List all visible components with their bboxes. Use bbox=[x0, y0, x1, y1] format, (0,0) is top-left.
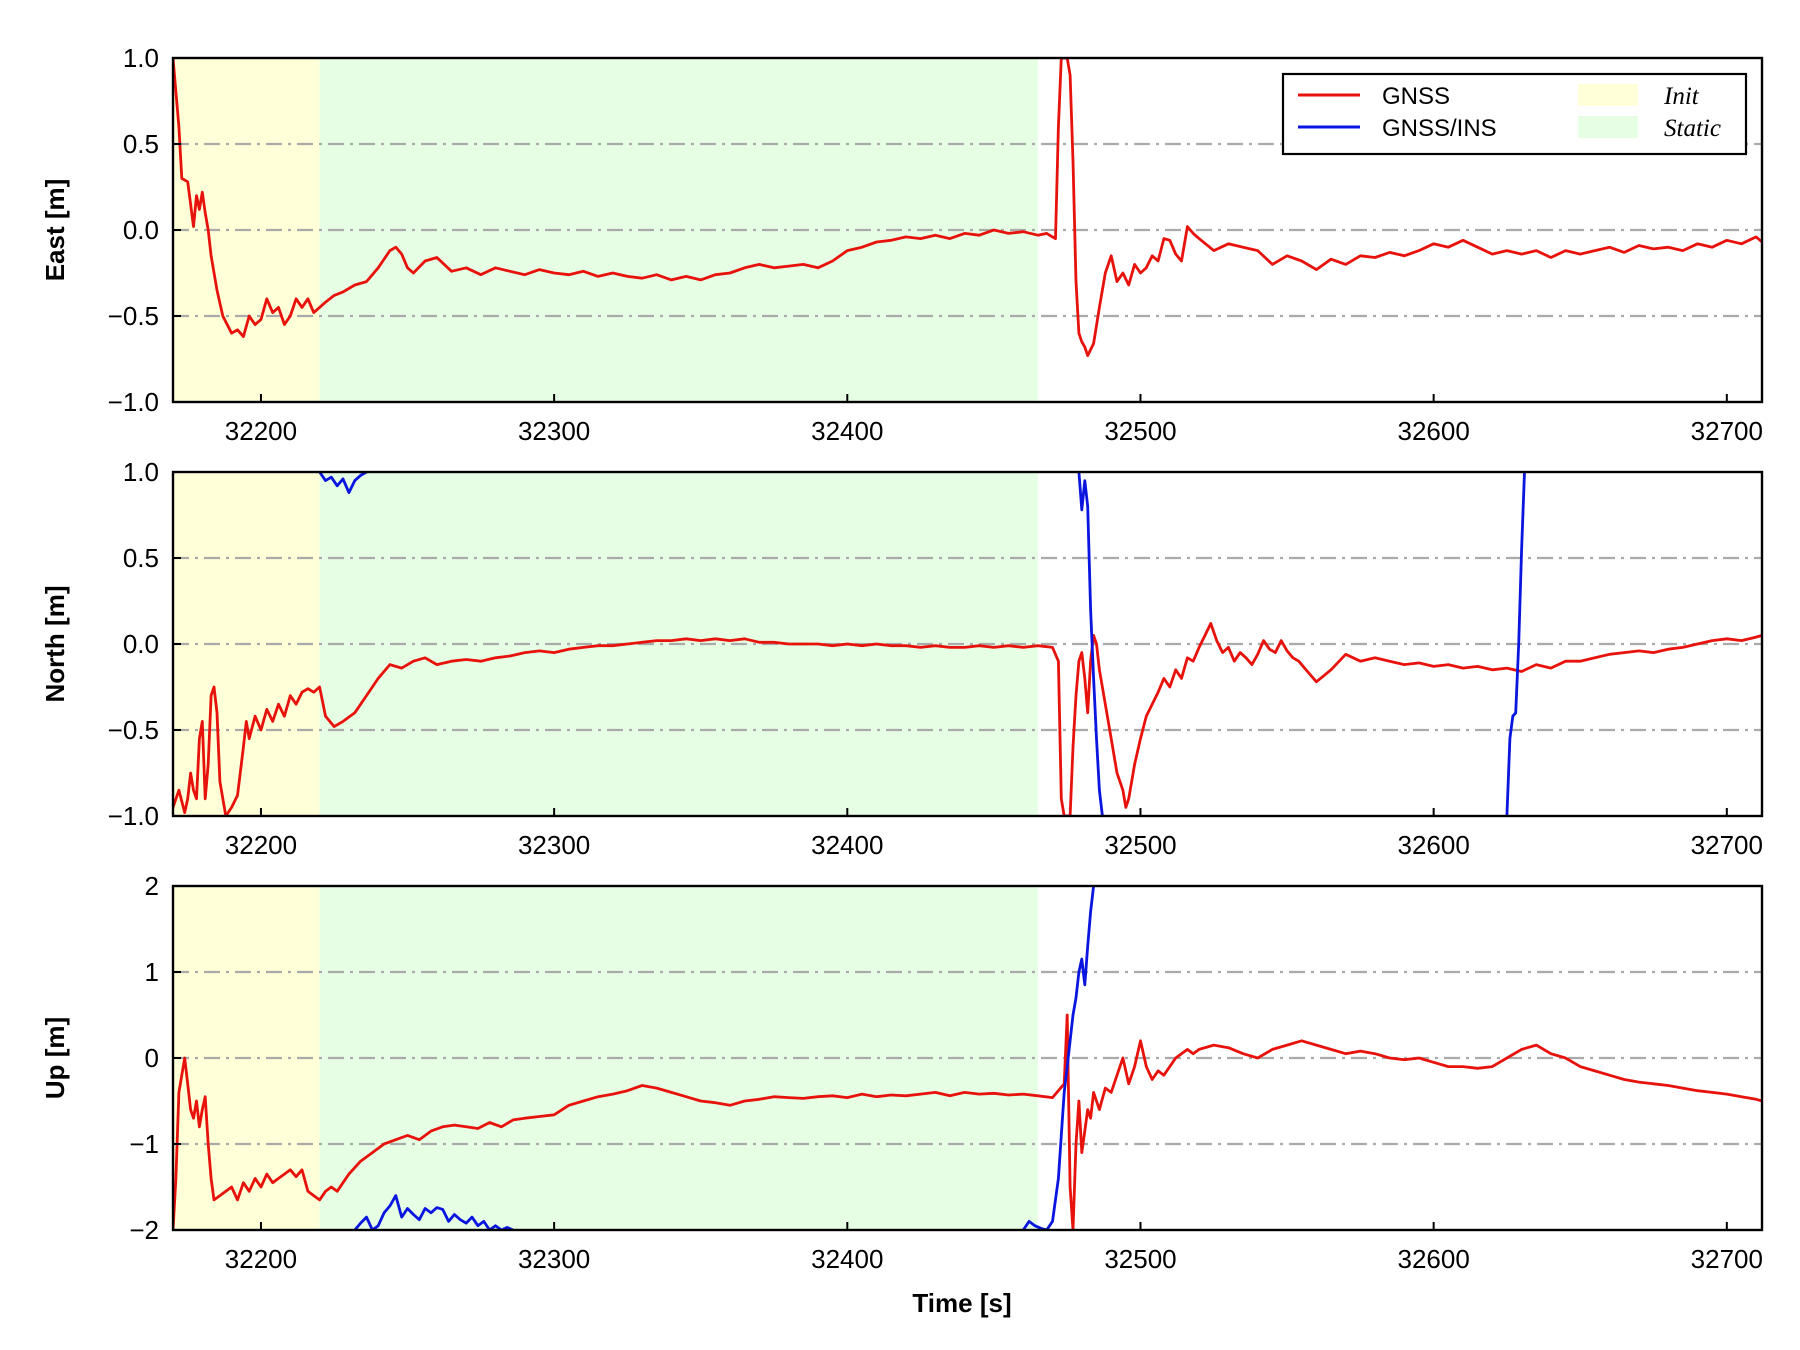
x-tick-label: 32200 bbox=[225, 416, 297, 446]
x-tick-label: 32700 bbox=[1691, 416, 1763, 446]
series-group bbox=[173, 886, 1762, 1230]
y-tick-label: 0.5 bbox=[123, 129, 159, 159]
y-tick-label: 1.0 bbox=[123, 457, 159, 487]
y-tick-label: −1.0 bbox=[108, 387, 159, 417]
x-tick-label: 32400 bbox=[811, 416, 883, 446]
series-gnss-ins bbox=[1022, 886, 1095, 1230]
x-tick-label: 32400 bbox=[811, 1244, 883, 1274]
x-tick-label: 32200 bbox=[225, 830, 297, 860]
x-tick-label: 32600 bbox=[1397, 1244, 1469, 1274]
y-tick-label: −0.5 bbox=[108, 715, 159, 745]
series-group bbox=[173, 58, 1762, 358]
series-gnss bbox=[173, 1013, 1762, 1230]
legend-label: GNSS bbox=[1382, 83, 1450, 110]
y-tick-label: −2 bbox=[129, 1215, 159, 1245]
series-gnss-ins bbox=[1077, 472, 1104, 816]
legend-label: Init bbox=[1663, 83, 1700, 110]
x-tick-label: 32600 bbox=[1397, 416, 1469, 446]
x-tick-label: 32200 bbox=[225, 1244, 297, 1274]
y-tick-label: 0.5 bbox=[123, 543, 159, 573]
x-tick-label: 32700 bbox=[1691, 830, 1763, 860]
series-gnss-ins bbox=[353, 1194, 514, 1230]
x-tick-label: 32500 bbox=[1104, 830, 1176, 860]
x-tick-label: 32500 bbox=[1104, 1244, 1176, 1274]
subplot-north: 32200 32300 32400 32500 32600 32700 −1.0 −0.5 0.… bbox=[40, 457, 1764, 860]
y-tick-label: 0.0 bbox=[123, 215, 159, 245]
legend-swatch-static bbox=[1578, 116, 1638, 138]
x-tick-label: 32700 bbox=[1691, 1244, 1763, 1274]
x-tick-label: 32600 bbox=[1397, 830, 1469, 860]
y-tick-label: −0.5 bbox=[108, 301, 159, 331]
y-axis-title: Up [m] bbox=[40, 1017, 70, 1099]
legend-label: Static bbox=[1664, 115, 1721, 142]
series-gnss-ins bbox=[1505, 472, 1526, 816]
x-tick-label: 32300 bbox=[518, 830, 590, 860]
y-tick-label: 1.0 bbox=[123, 43, 159, 73]
legend-label: GNSS/INS bbox=[1382, 115, 1497, 142]
y-tick-label: −1.0 bbox=[108, 801, 159, 831]
subplot-east: 32200 32300 32400 32500 32600 32700 −1.0 −0.5 0.… bbox=[40, 43, 1764, 446]
series-gnss bbox=[173, 622, 1762, 816]
subplots: 32200 32300 32400 32500 32600 32700 −1.0 −0.5 0.… bbox=[40, 43, 1764, 1274]
y-axis-title: North [m] bbox=[40, 586, 70, 703]
y-tick-label: 0 bbox=[145, 1043, 159, 1073]
series-group bbox=[173, 472, 1762, 816]
series-gnss bbox=[173, 58, 1762, 358]
x-axis-title: Time [s] bbox=[912, 1288, 1011, 1318]
y-axis-title: East [m] bbox=[40, 179, 70, 282]
y-tick-label: 1 bbox=[145, 957, 159, 987]
legend-frame bbox=[1281, 72, 1748, 156]
legend-swatch-init bbox=[1578, 84, 1638, 106]
x-tick-label: 32400 bbox=[811, 830, 883, 860]
y-tick-label: 0.0 bbox=[123, 629, 159, 659]
x-tick-label: 32300 bbox=[518, 416, 590, 446]
subplot-up: 32200 32300 32400 32500 32600 32700 −2 −1 0 1 2 Up … bbox=[40, 871, 1764, 1274]
x-tick-label: 32500 bbox=[1104, 416, 1176, 446]
x-tick-label: 32300 bbox=[518, 1244, 590, 1274]
series-gnss-ins bbox=[318, 472, 368, 495]
legend: GNSS GNSS/INS Init Static bbox=[1281, 72, 1748, 156]
y-tick-label: −1 bbox=[129, 1129, 159, 1159]
y-tick-label: 2 bbox=[145, 871, 159, 901]
